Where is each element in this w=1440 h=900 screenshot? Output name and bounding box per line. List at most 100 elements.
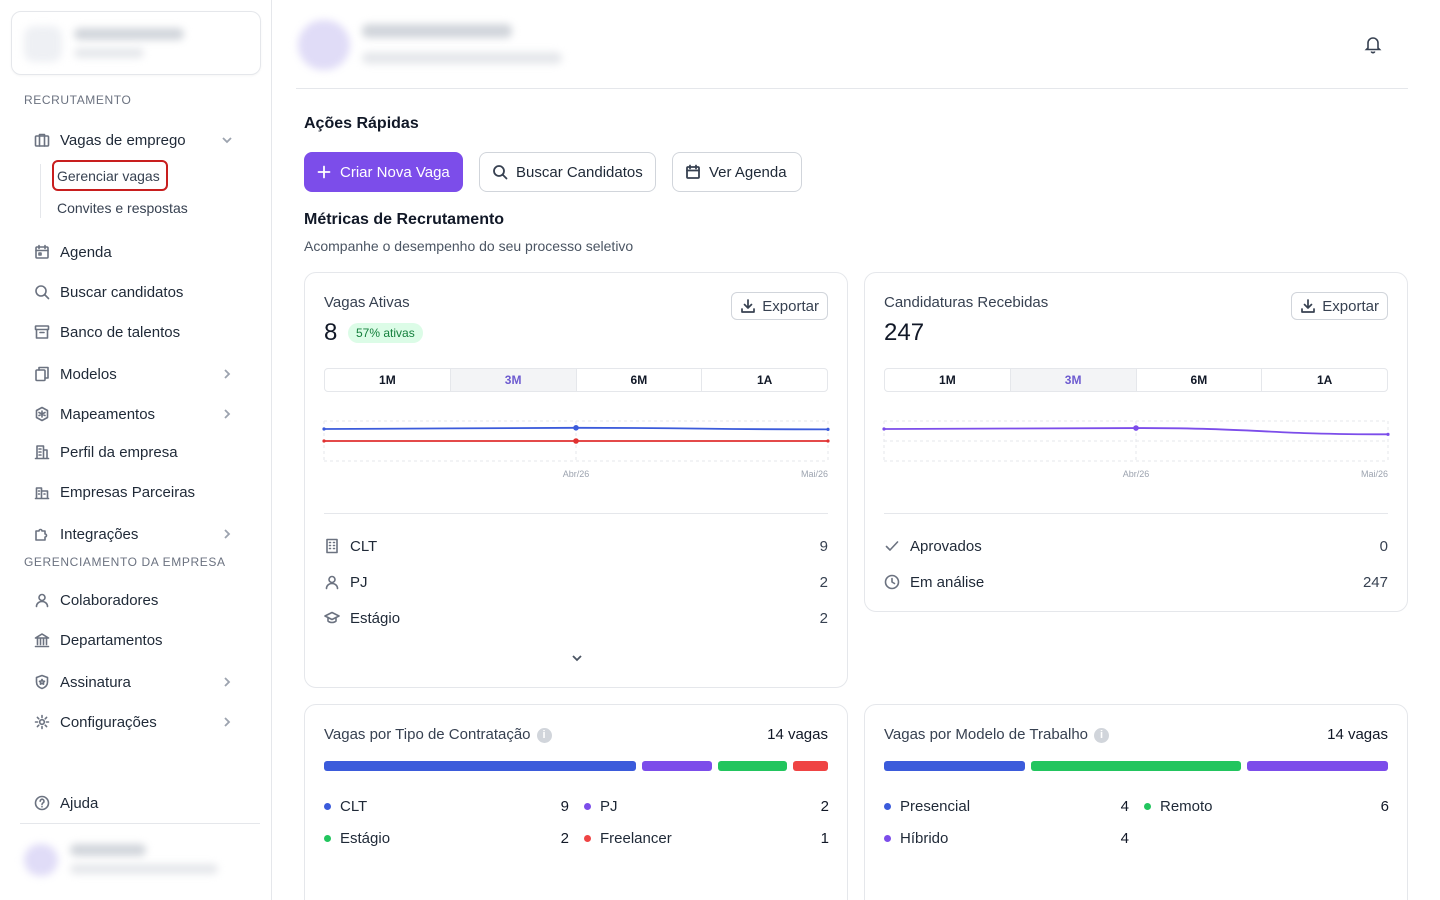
sidebar-item-buscar-candidatos[interactable]: Buscar candidatos	[24, 276, 248, 308]
search-candidates-label: Buscar Candidatos	[516, 163, 643, 181]
sidebar-item-label: Configurações	[60, 713, 157, 731]
sidebar-item-banco-talentos[interactable]: Banco de talentos	[24, 316, 248, 348]
card-title-text: Vagas por Tipo de Contratação	[324, 726, 531, 743]
sidebar-item-departamentos[interactable]: Departamentos	[24, 624, 248, 656]
info-icon[interactable]: i	[1094, 728, 1110, 743]
data-point[interactable]	[322, 439, 326, 443]
card-modelo-trabalho: Vagas por Modelo de Trabalho i 14 vagas P…	[864, 704, 1408, 900]
data-point[interactable]	[322, 427, 326, 431]
create-job-button[interactable]: Criar Nova Vaga	[304, 152, 463, 192]
data-point[interactable]	[826, 439, 830, 443]
x-tick-label: Abr/26	[563, 469, 590, 479]
legend-label: Freelancer	[600, 829, 672, 847]
legend-label: CLT	[340, 797, 368, 815]
user-menu[interactable]	[20, 832, 260, 888]
distribution-bar	[324, 761, 828, 771]
archive-icon	[24, 324, 60, 340]
company-switcher[interactable]	[11, 11, 261, 75]
x-tick-label: Mai/26	[801, 469, 828, 479]
sidebar-item-empresas-parceiras[interactable]: Empresas Parceiras	[24, 476, 248, 508]
stat-value: 0	[1379, 537, 1388, 555]
help-circle-icon	[24, 795, 60, 811]
stat-value: 247	[1362, 573, 1388, 591]
stat-row-pj: PJ 2	[324, 571, 828, 593]
user-icon	[324, 574, 350, 590]
sidebar-item-agenda[interactable]: Agenda	[24, 236, 248, 268]
export-button[interactable]: Exportar	[1291, 292, 1388, 320]
stat-value: 2	[819, 609, 828, 627]
period-3m[interactable]: 3M	[450, 369, 577, 391]
chevron-right-icon[interactable]	[220, 407, 234, 421]
sidebar-item-ajuda[interactable]: Ajuda	[24, 787, 248, 819]
legend-item-estagio: Estágio 2	[324, 828, 569, 848]
metrics-subtitle: Acompanhe o desempenho do seu processo s…	[304, 238, 634, 254]
search-candidates-button[interactable]: Buscar Candidatos	[479, 152, 656, 192]
bar-segment-estagio	[717, 761, 788, 771]
calendar-icon	[24, 244, 60, 260]
sidebar-item-assinatura[interactable]: Assinatura	[24, 666, 248, 698]
card-vagas-ativas: Vagas Ativas 8 57% ativas Exportar 1M 3M…	[304, 272, 848, 688]
chevron-down-icon[interactable]	[220, 133, 234, 147]
sidebar-item-label: Assinatura	[60, 673, 131, 691]
puzzle-icon	[24, 526, 60, 542]
chevron-right-icon[interactable]	[220, 367, 234, 381]
data-point[interactable]	[573, 438, 579, 444]
export-label: Exportar	[762, 297, 819, 315]
export-button[interactable]: Exportar	[731, 292, 828, 320]
check-icon	[884, 538, 910, 554]
data-point[interactable]	[826, 427, 830, 431]
sidebar-subitem-gerenciar-vagas[interactable]: Gerenciar vagas	[57, 168, 160, 184]
sidebar-item-mapeamentos[interactable]: Mapeamentos	[24, 398, 248, 430]
stat-label: PJ	[350, 573, 368, 591]
company-header	[296, 12, 596, 78]
period-1m[interactable]: 1M	[885, 369, 1011, 391]
data-point[interactable]	[1386, 432, 1390, 436]
period-6m[interactable]: 6M	[1137, 369, 1263, 391]
info-icon[interactable]: i	[536, 728, 552, 743]
copy-icon	[24, 366, 60, 382]
chevron-down-icon[interactable]	[570, 651, 584, 665]
chevron-right-icon[interactable]	[220, 675, 234, 689]
sidebar-item-label: Colaboradores	[60, 591, 159, 609]
view-agenda-button[interactable]: Ver Agenda	[672, 152, 802, 192]
sidebar-item-configuracoes[interactable]: Configurações	[24, 706, 248, 738]
sidebar-item-vagas[interactable]: Vagas de emprego	[24, 124, 248, 156]
data-point[interactable]	[1133, 425, 1139, 431]
sidebar-subitem-convites[interactable]: Convites e respostas	[57, 200, 188, 216]
sidebar-item-perfil-empresa[interactable]: Perfil da empresa	[24, 436, 248, 468]
period-selector: 1M 3M 6M 1A	[324, 368, 828, 392]
briefcase-icon	[24, 132, 60, 148]
legend-item-remoto: Remoto 6	[1144, 796, 1389, 816]
data-point[interactable]	[882, 427, 886, 431]
data-point[interactable]	[573, 425, 579, 431]
legend-value: 9	[560, 797, 569, 815]
export-label: Exportar	[1322, 297, 1379, 315]
period-6m[interactable]: 6M	[577, 369, 703, 391]
sidebar-item-modelos[interactable]: Modelos	[24, 358, 248, 390]
notifications-bell-icon[interactable]	[1363, 34, 1383, 54]
status-badge: 57% ativas	[348, 323, 423, 343]
bar-segment-clt	[324, 761, 637, 771]
legend-value: 1	[820, 829, 829, 847]
period-3m[interactable]: 3M	[1010, 369, 1137, 391]
legend-value: 2	[820, 797, 829, 815]
download-icon	[741, 299, 756, 313]
sidebar-item-label: Departamentos	[60, 631, 163, 649]
chevron-right-icon[interactable]	[220, 715, 234, 729]
vagas-ativas-line-chart: Abr/26 Mai/26	[322, 420, 830, 479]
bar-segment-hibrido	[1247, 761, 1389, 771]
chevron-right-icon[interactable]	[220, 527, 234, 541]
x-tick-label: Abr/26	[1123, 469, 1150, 479]
sidebar-item-label: Integrações	[60, 525, 139, 543]
x-tick-label: Mai/26	[1361, 469, 1388, 479]
sidebar-item-colaboradores[interactable]: Colaboradores	[24, 584, 248, 616]
stat-value: 9	[819, 537, 828, 555]
period-1a[interactable]: 1A	[756, 373, 773, 387]
period-1m[interactable]: 1M	[325, 369, 451, 391]
building-icon	[324, 538, 350, 554]
sidebar-item-integracoes[interactable]: Integrações	[24, 518, 248, 550]
period-1a[interactable]: 1A	[1316, 373, 1333, 387]
stat-row-em-analise: Em análise 247	[884, 571, 1388, 593]
download-icon	[1301, 299, 1316, 313]
legend-item-presencial: Presencial 4	[884, 796, 1129, 816]
